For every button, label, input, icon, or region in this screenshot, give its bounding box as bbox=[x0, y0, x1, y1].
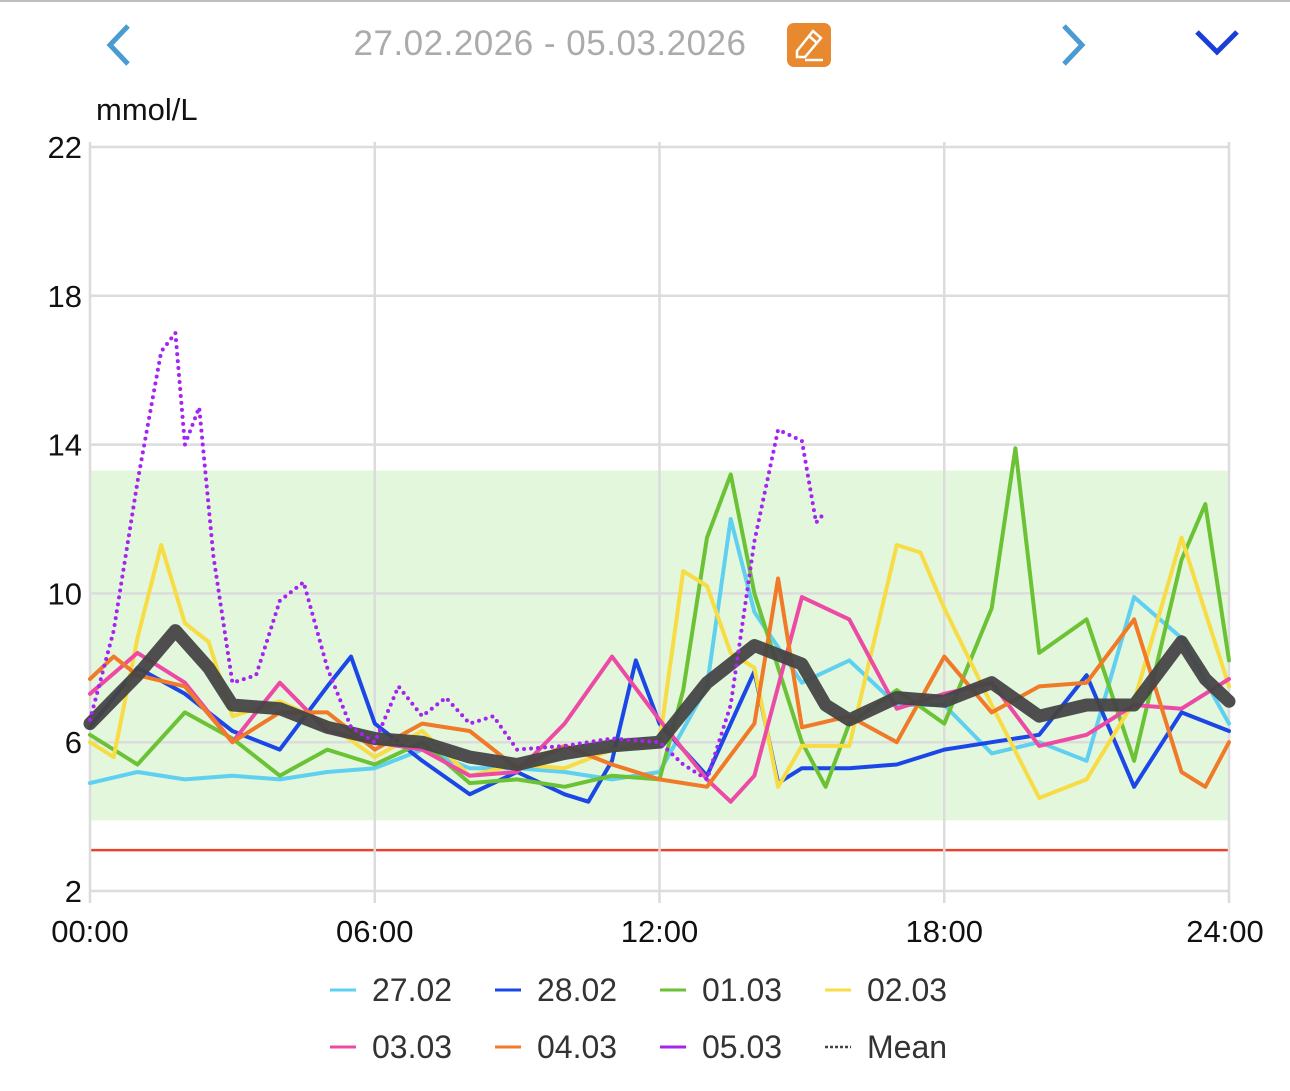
legend-label: 28.02 bbox=[537, 972, 617, 1008]
legend-label: 02.03 bbox=[867, 972, 947, 1008]
y-axis-label: mmol/L bbox=[96, 92, 198, 127]
y-tick-label: 10 bbox=[48, 576, 82, 611]
series-line-mean bbox=[83, 624, 1236, 771]
series-line-01-03 bbox=[88, 446, 1231, 789]
legend-label: 03.03 bbox=[372, 1029, 452, 1065]
x-tick-label: 24:00 bbox=[1186, 914, 1264, 949]
pencil-edit-icon bbox=[795, 29, 823, 62]
edit-date-range-button[interactable] bbox=[787, 23, 831, 67]
series-line-27-02 bbox=[88, 517, 1231, 786]
expand-button[interactable] bbox=[1193, 26, 1241, 62]
x-tick-label: 00:00 bbox=[51, 914, 129, 949]
top-border bbox=[0, 0, 1290, 2]
chevron-right-icon bbox=[1062, 24, 1086, 66]
legend-label: Mean bbox=[867, 1029, 947, 1065]
y-tick-label: 22 bbox=[48, 130, 82, 165]
date-range-label[interactable]: 27.02.2026 - 05.03.2026 bbox=[353, 24, 747, 63]
legend-label: 05.03 bbox=[702, 1029, 782, 1065]
y-tick-label: 14 bbox=[48, 428, 82, 463]
legend-label: 04.03 bbox=[537, 1029, 617, 1065]
x-tick-label: 12:00 bbox=[621, 914, 699, 949]
x-tick-label: 18:00 bbox=[905, 914, 983, 949]
y-tick-label: 6 bbox=[65, 725, 82, 760]
legend-label: 01.03 bbox=[702, 972, 782, 1008]
chevron-down-icon bbox=[1195, 30, 1239, 56]
chevron-left-icon bbox=[106, 24, 130, 66]
y-tick-label: 18 bbox=[48, 279, 82, 314]
series-line-03-03 bbox=[88, 595, 1231, 804]
x-tick-label: 06:00 bbox=[336, 914, 414, 949]
y-tick-label: 2 bbox=[65, 874, 82, 909]
series-line-05-03 bbox=[88, 331, 828, 782]
previous-range-button[interactable] bbox=[100, 22, 140, 68]
legend-label: 27.02 bbox=[372, 972, 452, 1008]
next-range-button[interactable] bbox=[1054, 22, 1094, 68]
series-line-04-03 bbox=[88, 576, 1231, 789]
